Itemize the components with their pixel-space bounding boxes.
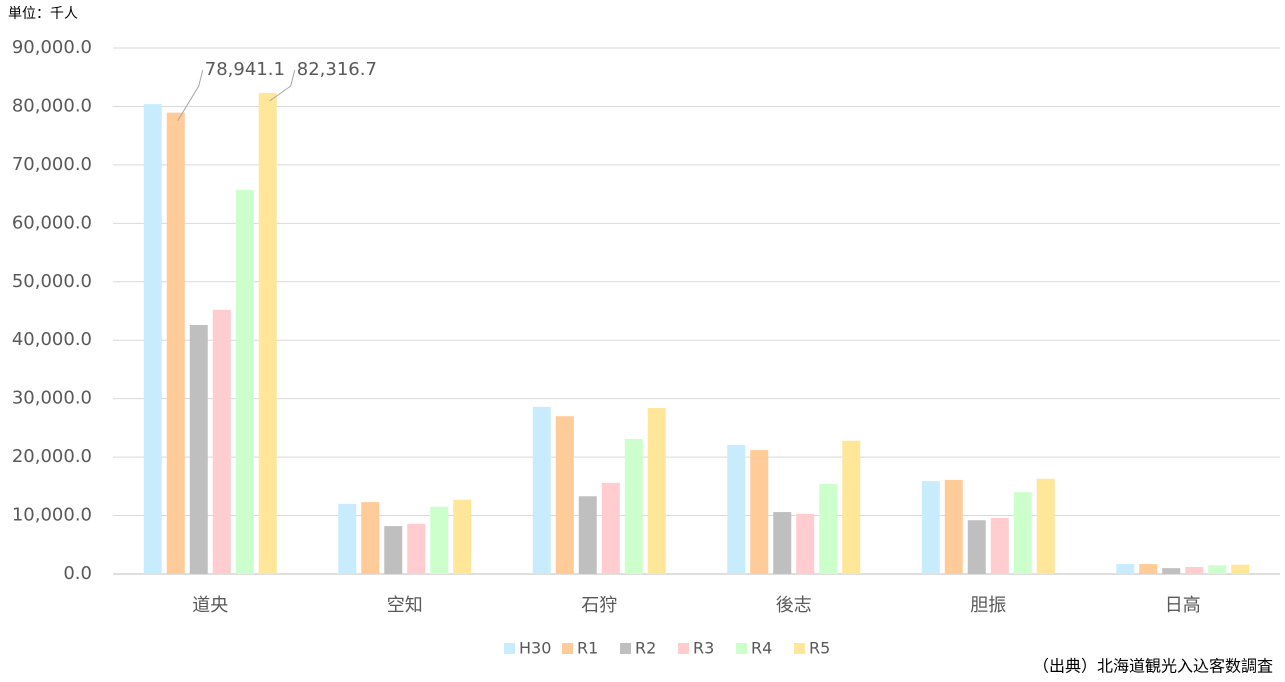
- bar: [944, 479, 963, 574]
- legend-label: R2: [635, 639, 656, 658]
- legend-label: R5: [809, 639, 830, 658]
- unit-label: 単位：千人: [8, 6, 78, 22]
- y-tick-label: 20,000.0: [12, 446, 92, 467]
- x-tick-label: 道央: [192, 595, 228, 616]
- bar: [796, 513, 815, 574]
- y-tick-label: 70,000.0: [12, 154, 92, 175]
- bar: [1013, 492, 1032, 574]
- bar: [601, 482, 620, 574]
- bar: [727, 444, 746, 574]
- bar: [1231, 564, 1250, 574]
- legend-swatch: [678, 643, 689, 654]
- bar: [967, 520, 986, 574]
- data-label: 78,941.1: [205, 59, 285, 80]
- y-tick-label: 10,000.0: [12, 505, 92, 526]
- legend-label: R1: [577, 639, 598, 658]
- bar: [1139, 564, 1158, 574]
- leader-line: [177, 69, 204, 121]
- bar: [555, 416, 574, 574]
- y-tick-label: 0.0: [63, 563, 92, 584]
- y-tick-label: 40,000.0: [12, 329, 92, 350]
- legend-swatch: [794, 643, 805, 654]
- legend-label: R3: [693, 639, 714, 658]
- bar: [819, 483, 838, 574]
- bar: [842, 440, 861, 574]
- legend-label: R4: [751, 639, 772, 658]
- bar: [338, 503, 357, 574]
- bar: [990, 517, 1009, 574]
- bar: [921, 481, 940, 574]
- bar: [166, 112, 185, 575]
- bar: [578, 496, 597, 574]
- bar: [1185, 566, 1204, 574]
- legend-swatch: [620, 643, 631, 654]
- bar: [1162, 568, 1181, 574]
- bar: [361, 502, 380, 574]
- x-tick-label: 石狩: [581, 595, 617, 616]
- bar: [258, 92, 277, 575]
- bar: [407, 523, 426, 574]
- bar: [1036, 478, 1055, 574]
- data-label: 82,316.7: [297, 59, 377, 80]
- legend-swatch: [736, 643, 747, 654]
- bar: [453, 499, 472, 574]
- bar: [384, 526, 403, 574]
- y-tick-label: 50,000.0: [12, 271, 92, 292]
- bar: [532, 406, 551, 574]
- bar: [189, 325, 208, 574]
- legend-swatch: [562, 643, 573, 654]
- bar: [624, 438, 643, 574]
- y-tick-label: 90,000.0: [12, 37, 92, 58]
- legend-label: H30: [519, 639, 551, 658]
- bar: [647, 408, 666, 574]
- x-tick-label: 日高: [1165, 595, 1201, 616]
- x-tick-label: 後志: [776, 595, 812, 616]
- bar: [212, 309, 231, 574]
- x-tick-label: 空知: [387, 595, 423, 616]
- bar: [1116, 564, 1135, 574]
- bar: [773, 512, 792, 574]
- bar: [750, 450, 769, 574]
- leader-line: [269, 69, 296, 102]
- x-tick-label: 胆振: [970, 595, 1006, 616]
- y-tick-label: 60,000.0: [12, 212, 92, 233]
- y-tick-label: 30,000.0: [12, 388, 92, 409]
- bar: [1208, 565, 1227, 574]
- source-note: （出典）北海道観光入込客数調査: [1033, 657, 1273, 676]
- y-tick-label: 80,000.0: [12, 95, 92, 116]
- bar: [430, 506, 449, 574]
- bar: [143, 104, 162, 575]
- bar: [235, 190, 254, 574]
- legend-swatch: [504, 643, 515, 654]
